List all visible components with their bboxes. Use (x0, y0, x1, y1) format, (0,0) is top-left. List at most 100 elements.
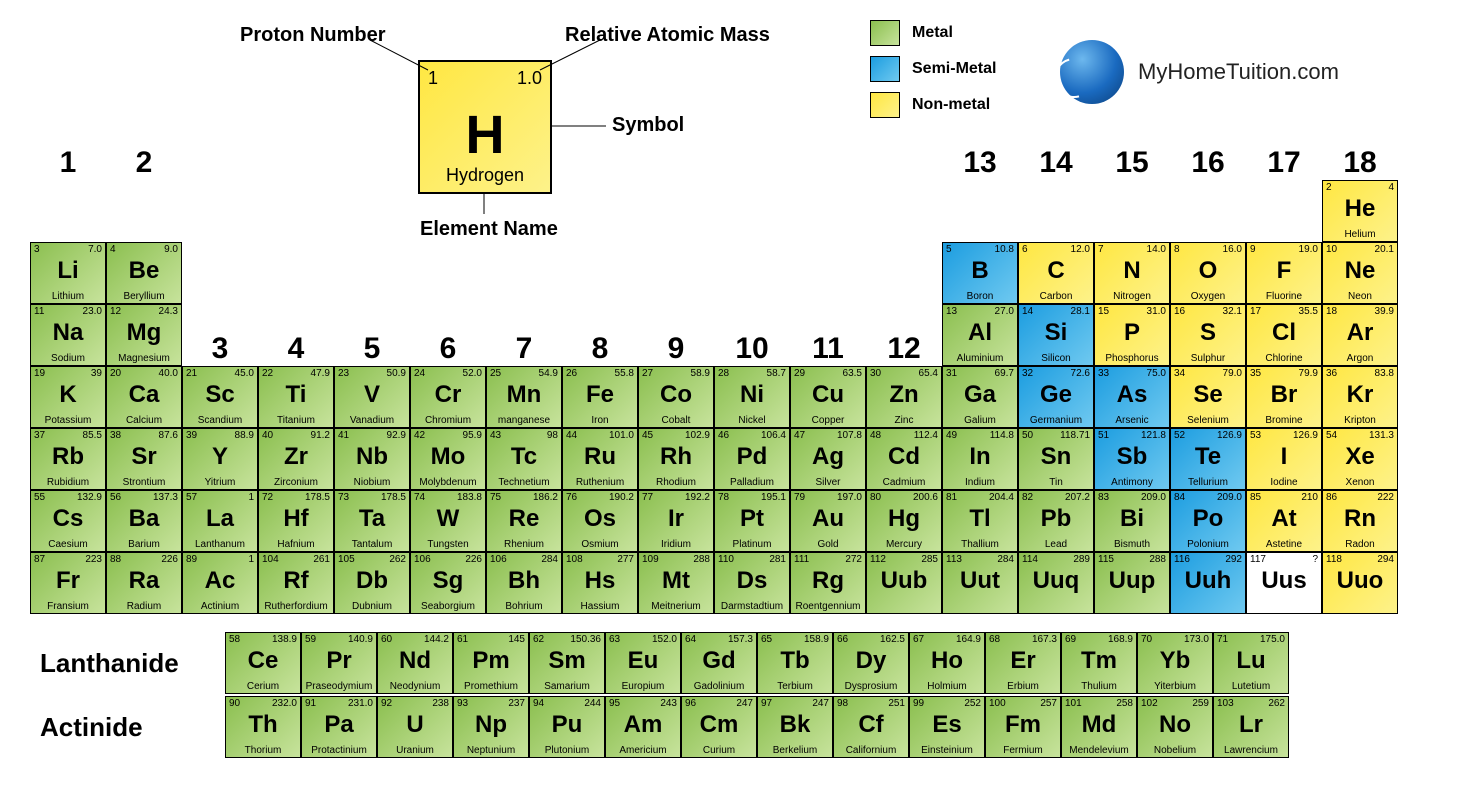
proton-number: 114 (1022, 554, 1038, 565)
element-symbol: Uub (867, 567, 941, 595)
element-symbol: Rf (259, 567, 333, 595)
element-symbol: Ge (1019, 381, 1093, 409)
element-Uuo: 118294Uuo (1322, 552, 1398, 614)
atomic-mass: 126.9 (1217, 430, 1242, 441)
atomic-mass: 19.0 (1299, 244, 1318, 255)
element-symbol: Rg (791, 567, 865, 595)
element-Be: 49.0BeBeryllium (106, 242, 182, 304)
element-Mn: 2554.9Mnmanganese (486, 366, 562, 428)
proton-number: 61 (457, 634, 468, 645)
group-number (334, 130, 410, 180)
element-symbol: Dy (834, 647, 908, 675)
proton-number: 31 (946, 368, 957, 379)
atomic-mass: 63.5 (843, 368, 862, 379)
element-symbol: Hf (259, 505, 333, 533)
element-symbol: Cf (834, 711, 908, 739)
proton-number: 19 (34, 368, 45, 379)
element-name: Lithium (31, 291, 105, 302)
element-name: Bromine (1247, 415, 1321, 426)
atomic-mass: 285 (921, 554, 938, 565)
element-Cu: 2963.5CuCopper (790, 366, 866, 428)
element-name: Silicon (1019, 353, 1093, 364)
group-number (182, 130, 258, 180)
atomic-mass: 54.9 (539, 368, 558, 379)
proton-number: 106 (414, 554, 431, 565)
element-At: 85210AtAstetine (1246, 490, 1322, 552)
group-number: 5 (334, 304, 410, 366)
atomic-mass: 289 (1073, 554, 1090, 565)
element-Y: 3988.9YYitrium (182, 428, 258, 490)
proton-number: 105 (338, 554, 355, 565)
element-Se: 3479.0SeSelenium (1170, 366, 1246, 428)
proton-number: 62 (533, 634, 544, 645)
element-symbol: Co (639, 381, 713, 409)
element-Si: 1428.1SiSilicon (1018, 304, 1094, 366)
element-name: Dysprosium (834, 681, 908, 692)
element-name: Chlorine (1247, 353, 1321, 364)
element-symbol: Ac (183, 567, 257, 595)
element-name: Einsteinium (910, 745, 984, 756)
atomic-mass: 45.0 (235, 368, 254, 379)
element-symbol: Cd (867, 443, 941, 471)
atomic-mass: 223 (85, 554, 102, 565)
element-name: Copper (791, 415, 865, 426)
element-Sg: 106226SgSeaborgium (410, 552, 486, 614)
proton-number: 102 (1141, 698, 1158, 709)
element-symbol: Bh (487, 567, 561, 595)
proton-number: 51 (1098, 430, 1109, 441)
atomic-mass: 152.0 (652, 634, 677, 645)
proton-number: 22 (262, 368, 273, 379)
element-symbol: Po (1171, 505, 1245, 533)
element-name: Gold (791, 539, 865, 550)
element-Tl: 81204.4TlThallium (942, 490, 1018, 552)
element-symbol: Uus (1247, 567, 1321, 595)
element-name: Molybdenum (411, 477, 485, 488)
element-name: Europium (606, 681, 680, 692)
element-name: Fermium (986, 745, 1060, 756)
proton-number: 83 (1098, 492, 1109, 503)
element-Mt: 109288MtMeitnerium (638, 552, 714, 614)
element-name: Argon (1323, 353, 1397, 364)
proton-number: 103 (1217, 698, 1234, 709)
atomic-mass: 10.8 (995, 244, 1014, 255)
proton-number: 84 (1174, 492, 1185, 503)
proton-number: 104 (262, 554, 279, 565)
proton-number: 20 (110, 368, 121, 379)
element-symbol: Ta (335, 505, 409, 533)
element-symbol: V (335, 381, 409, 409)
atomic-mass: 138.9 (272, 634, 297, 645)
proton-number: 116 (1174, 554, 1190, 565)
element-symbol: Cs (31, 505, 105, 533)
element-Lu: 71175.0LuLutetium (1213, 632, 1289, 694)
element-symbol: Ce (226, 647, 300, 675)
proton-number: 30 (870, 368, 881, 379)
atomic-mass: 207.2 (1065, 492, 1090, 503)
element-Li: 37.0LiLithium (30, 242, 106, 304)
element-name: Seaborgium (411, 601, 485, 612)
atomic-mass: 83.8 (1375, 368, 1394, 379)
atomic-mass: 272 (845, 554, 862, 565)
swatch-non (870, 92, 900, 118)
proton-number: 60 (381, 634, 392, 645)
atomic-mass: 284 (997, 554, 1014, 565)
element-Ho: 67164.9HoHolmium (909, 632, 985, 694)
group-number (714, 130, 790, 180)
atomic-mass: 55.8 (615, 368, 634, 379)
proton-number: 27 (642, 368, 653, 379)
proton-number: 65 (761, 634, 772, 645)
element-name: Samarium (530, 681, 604, 692)
atomic-mass: 87.6 (159, 430, 178, 441)
atomic-mass: 144.2 (424, 634, 449, 645)
element-Hs: 108277HsHassium (562, 552, 638, 614)
element-name: Antimony (1095, 477, 1169, 488)
proton-number: 81 (946, 492, 957, 503)
element-symbol: Y (183, 443, 257, 471)
label-proton: Proton Number (240, 24, 386, 47)
element-name: Darmstadtium (715, 601, 789, 612)
element-name: Chromium (411, 415, 485, 426)
atomic-mass: 262 (1268, 698, 1285, 709)
element-symbol: Te (1171, 443, 1245, 471)
group-number: 2 (106, 130, 182, 180)
proton-number: 69 (1065, 634, 1076, 645)
element-name: Lanthanum (183, 539, 257, 550)
